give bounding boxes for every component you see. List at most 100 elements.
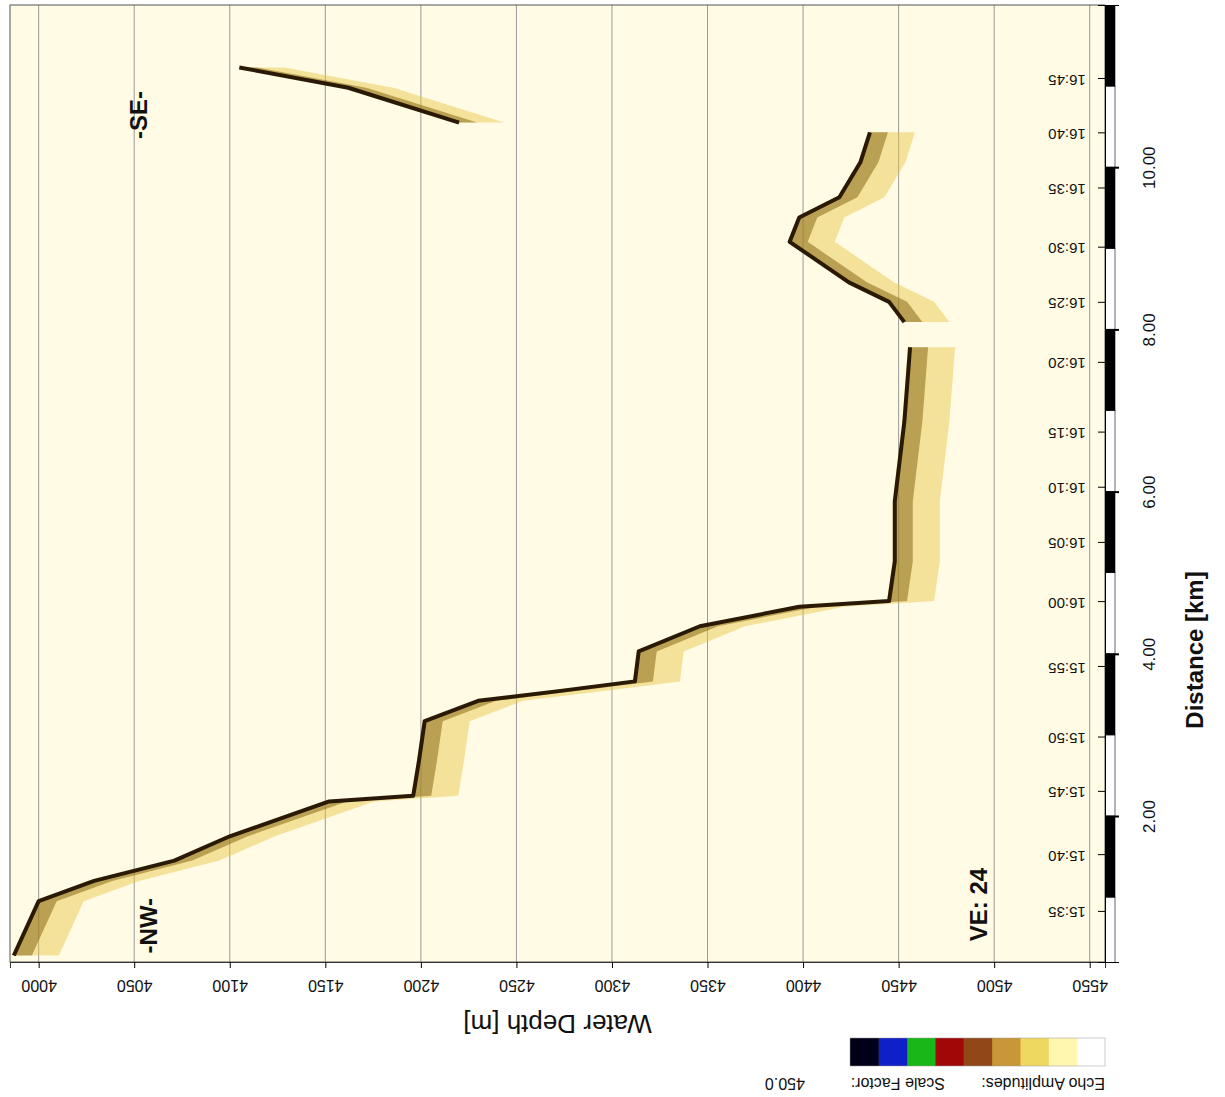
x-axis: 4000 4050 4100 4150 4200 4250 4300 4350 4400 4450… bbox=[11, 962, 1109, 994]
x-tick-label: 4500 bbox=[977, 977, 1013, 994]
x-tick: 4000 bbox=[21, 962, 57, 994]
colorbar-swatch bbox=[907, 1038, 936, 1066]
y2-tick-mark bbox=[1098, 601, 1105, 602]
scale-bar-segment bbox=[1105, 248, 1115, 329]
grid-line bbox=[420, 5, 421, 962]
y2-axis-line bbox=[1098, 6, 1106, 963]
scale-bar-segment bbox=[1105, 167, 1115, 248]
x-tick-label: 4450 bbox=[881, 977, 917, 994]
y2-tick: 16:00 bbox=[1048, 595, 1105, 612]
colorbar-swatch bbox=[1020, 1038, 1049, 1066]
colorbar-swatch bbox=[1077, 1038, 1106, 1066]
x-tick-label: 4400 bbox=[786, 977, 822, 994]
scale-bar-segment bbox=[1105, 816, 1115, 897]
y2-tick: 16:20 bbox=[1048, 355, 1105, 372]
colorbar: Echo Amplitudes:Scale Factor:450.0 bbox=[765, 1038, 1106, 1092]
y2-tick-label: 15:35 bbox=[1048, 904, 1086, 921]
x-tick: 4400 bbox=[786, 962, 822, 994]
y-tick: 4.00 bbox=[1105, 638, 1159, 671]
y2-tick-label: 16:00 bbox=[1048, 595, 1086, 612]
y2-tick-mark bbox=[1098, 911, 1105, 912]
y2-tick-mark bbox=[1098, 78, 1105, 79]
scale-bar-segment bbox=[1105, 735, 1115, 816]
scale-bar-segment bbox=[1105, 654, 1115, 735]
x-tick-mark bbox=[1090, 962, 1091, 968]
y-tick-mark bbox=[1105, 653, 1119, 655]
scale-bar-segment bbox=[1105, 492, 1115, 573]
y2-tick: 16:10 bbox=[1048, 480, 1105, 497]
x-tick: 4100 bbox=[212, 962, 248, 994]
y2-tick-label: 16:15 bbox=[1048, 425, 1086, 442]
y-tick: 2.00 bbox=[1105, 800, 1159, 833]
y2-tick: 16:35 bbox=[1048, 181, 1105, 198]
y2-tick-mark bbox=[1098, 247, 1105, 248]
seafloor-line bbox=[14, 67, 910, 955]
x-tick-label: 4050 bbox=[117, 977, 153, 994]
scale-bar-segment bbox=[1105, 86, 1115, 167]
y2-tick-label: 16:45 bbox=[1048, 72, 1086, 89]
grid-line bbox=[994, 5, 995, 962]
annotation: -NW- bbox=[135, 898, 162, 954]
y2-tick: 16:25 bbox=[1048, 295, 1105, 312]
y-tick: 8.00 bbox=[1105, 313, 1159, 346]
x-tick-mark bbox=[803, 962, 804, 968]
y2-tick: 16:45 bbox=[1048, 72, 1105, 89]
y-tick-label: 10.00 bbox=[1140, 146, 1159, 189]
colorbar-swatch bbox=[963, 1038, 992, 1066]
x-tick-label: 4350 bbox=[690, 977, 726, 994]
grid-line bbox=[516, 5, 517, 962]
grid-line bbox=[229, 5, 230, 962]
y-tick-mark bbox=[1105, 491, 1119, 493]
y2-tick-label: 16:25 bbox=[1048, 295, 1086, 312]
y-tick-mark bbox=[1105, 329, 1119, 331]
y2-tick: 15:55 bbox=[1048, 660, 1105, 677]
grid-line bbox=[707, 5, 708, 962]
colorbar-swatch bbox=[1048, 1038, 1077, 1066]
x-tick-label: 4300 bbox=[595, 977, 631, 994]
grid-line bbox=[1089, 5, 1090, 962]
x-tick-mark bbox=[325, 962, 326, 968]
colorbar-scale-label: Scale Factor: bbox=[851, 1075, 945, 1092]
y-axis: 2.00 4.00 6.00 8.00 10.00 bbox=[1105, 6, 1159, 963]
y2-tick: 15:35 bbox=[1048, 904, 1105, 921]
y-tick: 6.00 bbox=[1105, 476, 1159, 509]
y2-tick: 16:40 bbox=[1048, 126, 1105, 143]
x-tick: 4200 bbox=[403, 962, 439, 994]
grid-line bbox=[803, 5, 804, 962]
y2-tick: 16:15 bbox=[1048, 425, 1105, 442]
y2-tick-mark bbox=[1098, 302, 1105, 303]
y-tick-label: 2.00 bbox=[1140, 800, 1159, 833]
y-tick: 10.00 bbox=[1105, 146, 1159, 189]
y2-tick-label: 16:40 bbox=[1048, 126, 1086, 143]
y2-tick-mark bbox=[1098, 432, 1105, 433]
y2-tick-mark bbox=[1098, 132, 1105, 133]
y2-tick-mark bbox=[1098, 362, 1105, 363]
grid-line bbox=[134, 5, 135, 962]
annotation: VE: 24 bbox=[965, 867, 992, 941]
scale-bar-segment bbox=[1105, 897, 1115, 962]
x-tick-label: 4250 bbox=[499, 977, 535, 994]
y2-tick-label: 16:05 bbox=[1048, 535, 1086, 552]
y2-tick: 16:05 bbox=[1048, 535, 1105, 552]
x-tick-mark bbox=[230, 962, 231, 968]
x-tick-mark bbox=[708, 962, 709, 968]
x-tick-mark bbox=[134, 962, 135, 968]
y2-tick-mark bbox=[1098, 737, 1105, 738]
x-tick-mark bbox=[39, 962, 40, 968]
scale-bar-segment bbox=[1105, 411, 1115, 492]
x-tick: 4350 bbox=[690, 962, 726, 994]
x-tick-label: 4200 bbox=[403, 977, 439, 994]
x-tick: 4450 bbox=[881, 962, 917, 994]
grid-line bbox=[38, 5, 39, 962]
y-tick-label: 6.00 bbox=[1140, 476, 1159, 509]
x-tick: 4250 bbox=[499, 962, 535, 994]
y-tick-mark bbox=[1105, 167, 1119, 169]
y2-tick-label: 15:55 bbox=[1048, 660, 1086, 677]
x-tick: 4300 bbox=[595, 962, 631, 994]
y2-axis: 15:3515:4015:4515:5015:5516:0016:0516:10… bbox=[1048, 6, 1105, 963]
y2-tick-label: 16:20 bbox=[1048, 355, 1086, 372]
x-tick-mark bbox=[899, 962, 900, 968]
y-tick-label: 8.00 bbox=[1140, 313, 1159, 346]
scale-bar-segment bbox=[1105, 573, 1115, 654]
x-tick: 4150 bbox=[308, 962, 344, 994]
